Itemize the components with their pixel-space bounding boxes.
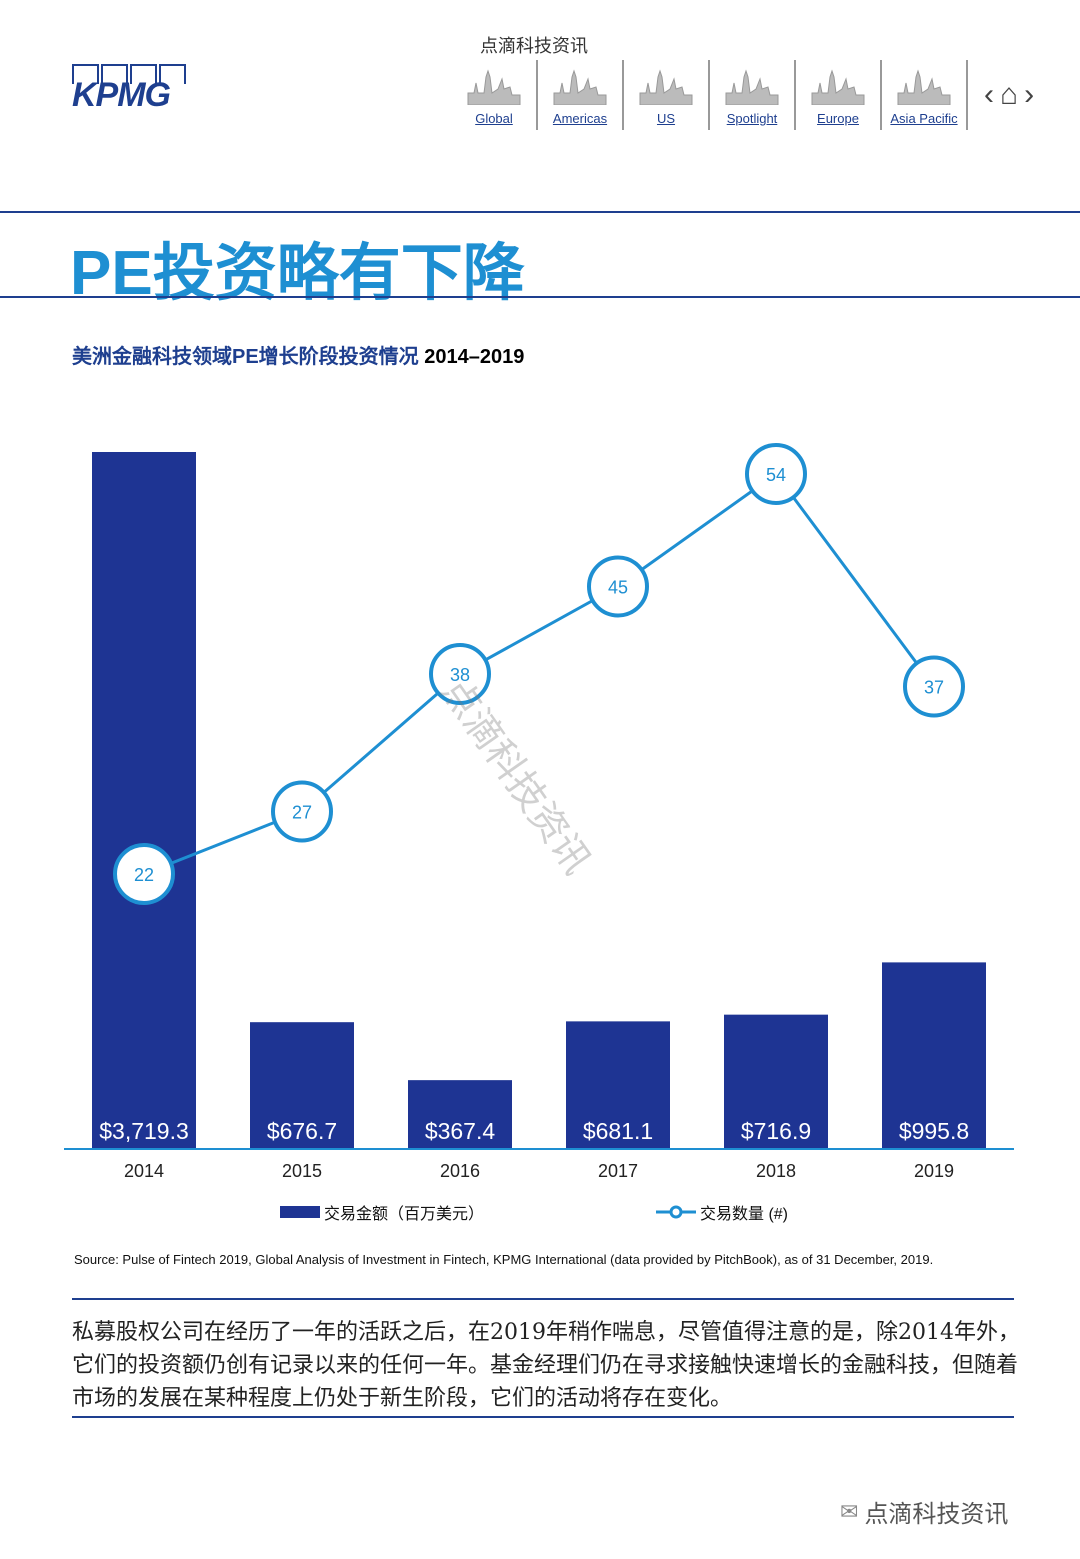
- divider: [72, 1298, 1014, 1300]
- bar-label: $716.9: [741, 1118, 811, 1144]
- bar-2017: [566, 1021, 670, 1149]
- count-marker: [113, 843, 175, 905]
- home-icon[interactable]: ⌂: [1000, 78, 1019, 111]
- legend-label: 交易金额（百万美元）: [324, 1206, 485, 1223]
- bar-label: $3,719.3: [99, 1118, 189, 1144]
- count-label: 38: [450, 665, 470, 685]
- nav-item-us[interactable]: US: [624, 60, 710, 130]
- chart-title-cn: 美洲金融科技领域PE增长阶段投资情况: [72, 346, 425, 368]
- nav-label[interactable]: US: [656, 111, 676, 126]
- skyline-europe-icon: [811, 69, 865, 105]
- count-marker: [745, 443, 807, 505]
- bar-label: $995.8: [899, 1118, 969, 1144]
- page-nav: ‹ ⌂ ›: [984, 78, 1034, 112]
- divider: [0, 296, 1080, 298]
- divider: [72, 1416, 1014, 1418]
- nav-label[interactable]: Asia Pacific: [890, 111, 958, 126]
- count-label: 45: [608, 578, 628, 598]
- wechat-icon: ✉: [840, 1498, 859, 1524]
- bar-2015: [250, 1022, 354, 1149]
- nav-label[interactable]: Global: [475, 111, 513, 126]
- footer-watermark: ✉ 点滴科技资讯: [840, 1498, 1009, 1529]
- kpmg-logo: KPMG: [72, 64, 190, 114]
- count-label: 37: [924, 678, 944, 698]
- bar-2016: [408, 1080, 512, 1149]
- x-tick-label: 2018: [756, 1161, 796, 1181]
- nav-item-europe[interactable]: Europe: [796, 60, 882, 130]
- legend: 交易金额（百万美元） 交易数量 (#): [280, 1200, 840, 1224]
- combo-chart: $3,719.3 2014 $676.7 2015 $367.4 2016 $681.1 20…: [64, 443, 1014, 1181]
- nav-label[interactable]: Americas: [552, 111, 608, 126]
- x-tick-label: 2017: [598, 1161, 638, 1181]
- diagonal-watermark: 点滴科技资讯: [433, 670, 600, 882]
- x-tick-label: 2016: [440, 1161, 480, 1181]
- skyline-global-icon: [467, 69, 521, 105]
- nav-item-spotlight[interactable]: Spotlight: [710, 60, 796, 130]
- region-nav: Global Americas US Spotlight Europe Asia Paci…: [452, 60, 968, 130]
- count-marker: [271, 780, 333, 843]
- count-label: 27: [292, 803, 312, 823]
- legend-line-swatch: [656, 1205, 696, 1219]
- legend-item-count: 交易数量 (#): [656, 1200, 788, 1224]
- legend-label: 交易数量 (#): [700, 1206, 789, 1223]
- nav-item-asia-pacific[interactable]: Asia Pacific: [882, 60, 968, 130]
- count-marker: [903, 655, 965, 718]
- legend-bar-swatch: [280, 1206, 320, 1218]
- count-marker: [587, 555, 649, 618]
- chart-title-years: 2014–2019: [424, 346, 525, 368]
- x-tick-label: 2015: [282, 1161, 322, 1181]
- previous-icon[interactable]: ‹: [984, 78, 994, 111]
- nav-item-global[interactable]: Global: [452, 60, 538, 130]
- skyline-asia-pacific-icon: [897, 69, 951, 105]
- count-label: 54: [766, 465, 786, 485]
- bar-label: $676.7: [267, 1118, 337, 1144]
- count-marker: [429, 643, 491, 705]
- bar-2019: [882, 962, 986, 1149]
- bar-2018: [724, 1014, 828, 1149]
- count-label: 22: [134, 865, 154, 885]
- skyline-americas-icon: [553, 69, 607, 105]
- body-text: 私募股权公司在经历了一年的活跃之后，在2019年稍作喘息，尽管值得注意的是，除2…: [72, 1320, 1020, 1411]
- skyline-us-icon: [639, 69, 693, 105]
- spotlight-icon: [725, 69, 779, 105]
- legend-item-amount: 交易金额（百万美元）: [280, 1200, 484, 1224]
- x-tick-label: 2019: [914, 1161, 954, 1181]
- next-icon[interactable]: ›: [1024, 78, 1035, 111]
- bar-label: $681.1: [583, 1118, 653, 1144]
- divider: [0, 211, 1080, 213]
- source-note: Source: Pulse of Fintech 2019, Global An…: [74, 1252, 934, 1267]
- bar-label: $367.4: [425, 1118, 496, 1144]
- nav-label[interactable]: Spotlight: [726, 111, 778, 126]
- nav-label[interactable]: Europe: [817, 111, 859, 126]
- chart-title: 美洲金融科技领域PE增长阶段投资情况 2014–2019: [72, 340, 524, 369]
- x-tick-label: 2014: [124, 1161, 164, 1181]
- bar-2014: [92, 452, 196, 1149]
- page-title: PE投资略有下降: [70, 239, 525, 308]
- watermark-top: 点滴科技资讯: [480, 36, 588, 57]
- nav-item-americas[interactable]: Americas: [538, 60, 624, 130]
